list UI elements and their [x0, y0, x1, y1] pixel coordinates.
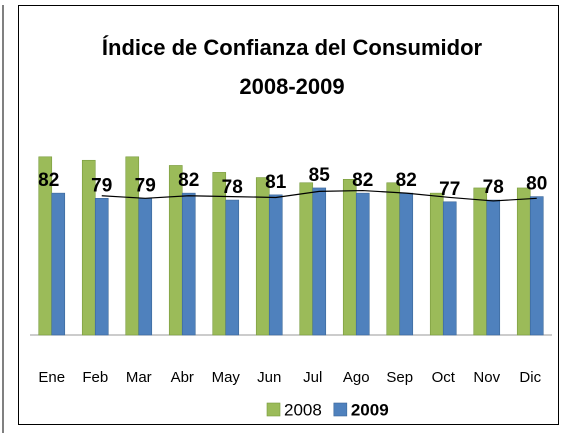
bar: [342, 179, 357, 336]
x-tick-label: Feb: [82, 369, 108, 386]
x-tick-label: Sep: [386, 369, 413, 386]
legend-label: 2008: [284, 400, 322, 419]
bar: [181, 192, 196, 336]
x-tick-label: Dic: [519, 369, 541, 386]
data-label: 77: [439, 179, 460, 200]
bar: [486, 199, 501, 336]
x-tick-label: Oct: [432, 369, 456, 386]
data-label: 80: [526, 174, 547, 195]
bar: [94, 198, 109, 336]
data-label: 82: [396, 170, 417, 191]
legend-swatch: [266, 402, 281, 417]
bar: [312, 187, 327, 336]
x-tick-label: Ene: [38, 369, 65, 386]
x-tick-label: Jul: [303, 369, 322, 386]
chart-title: Índice de Confianza del Consumidor: [102, 35, 483, 60]
bar: [429, 192, 444, 336]
bar: [399, 192, 414, 336]
data-label: 81: [265, 172, 287, 193]
bar: [386, 182, 401, 336]
bar: [529, 196, 544, 336]
x-tick-label: May: [212, 369, 241, 386]
data-label: 85: [309, 165, 331, 186]
bar: [442, 201, 457, 336]
x-tick-label: Mar: [126, 369, 152, 386]
data-label: 78: [483, 177, 504, 198]
bar: [355, 192, 370, 336]
data-label: 79: [91, 175, 112, 196]
bar: [268, 194, 283, 336]
legend-label: 2009: [351, 400, 389, 419]
trend-line: [101, 189, 537, 202]
bar: [473, 187, 488, 336]
data-label: 82: [178, 170, 199, 191]
bar: [225, 199, 240, 336]
data-label: 82: [352, 170, 373, 191]
data-label: 82: [38, 170, 59, 191]
bar: [51, 192, 66, 336]
bar: [516, 187, 531, 336]
bar: [138, 198, 153, 336]
bar: [255, 177, 270, 336]
data-label: 79: [135, 175, 156, 196]
x-tick-label: Jun: [257, 369, 281, 386]
x-tick-label: Ago: [343, 369, 370, 386]
data-label: 78: [222, 177, 243, 198]
legend-swatch: [333, 402, 348, 417]
x-tick-label: Abr: [171, 369, 194, 386]
bar: [299, 182, 314, 336]
x-tick-label: Nov: [473, 369, 500, 386]
chart-subtitle: 2008-2009: [239, 74, 344, 99]
